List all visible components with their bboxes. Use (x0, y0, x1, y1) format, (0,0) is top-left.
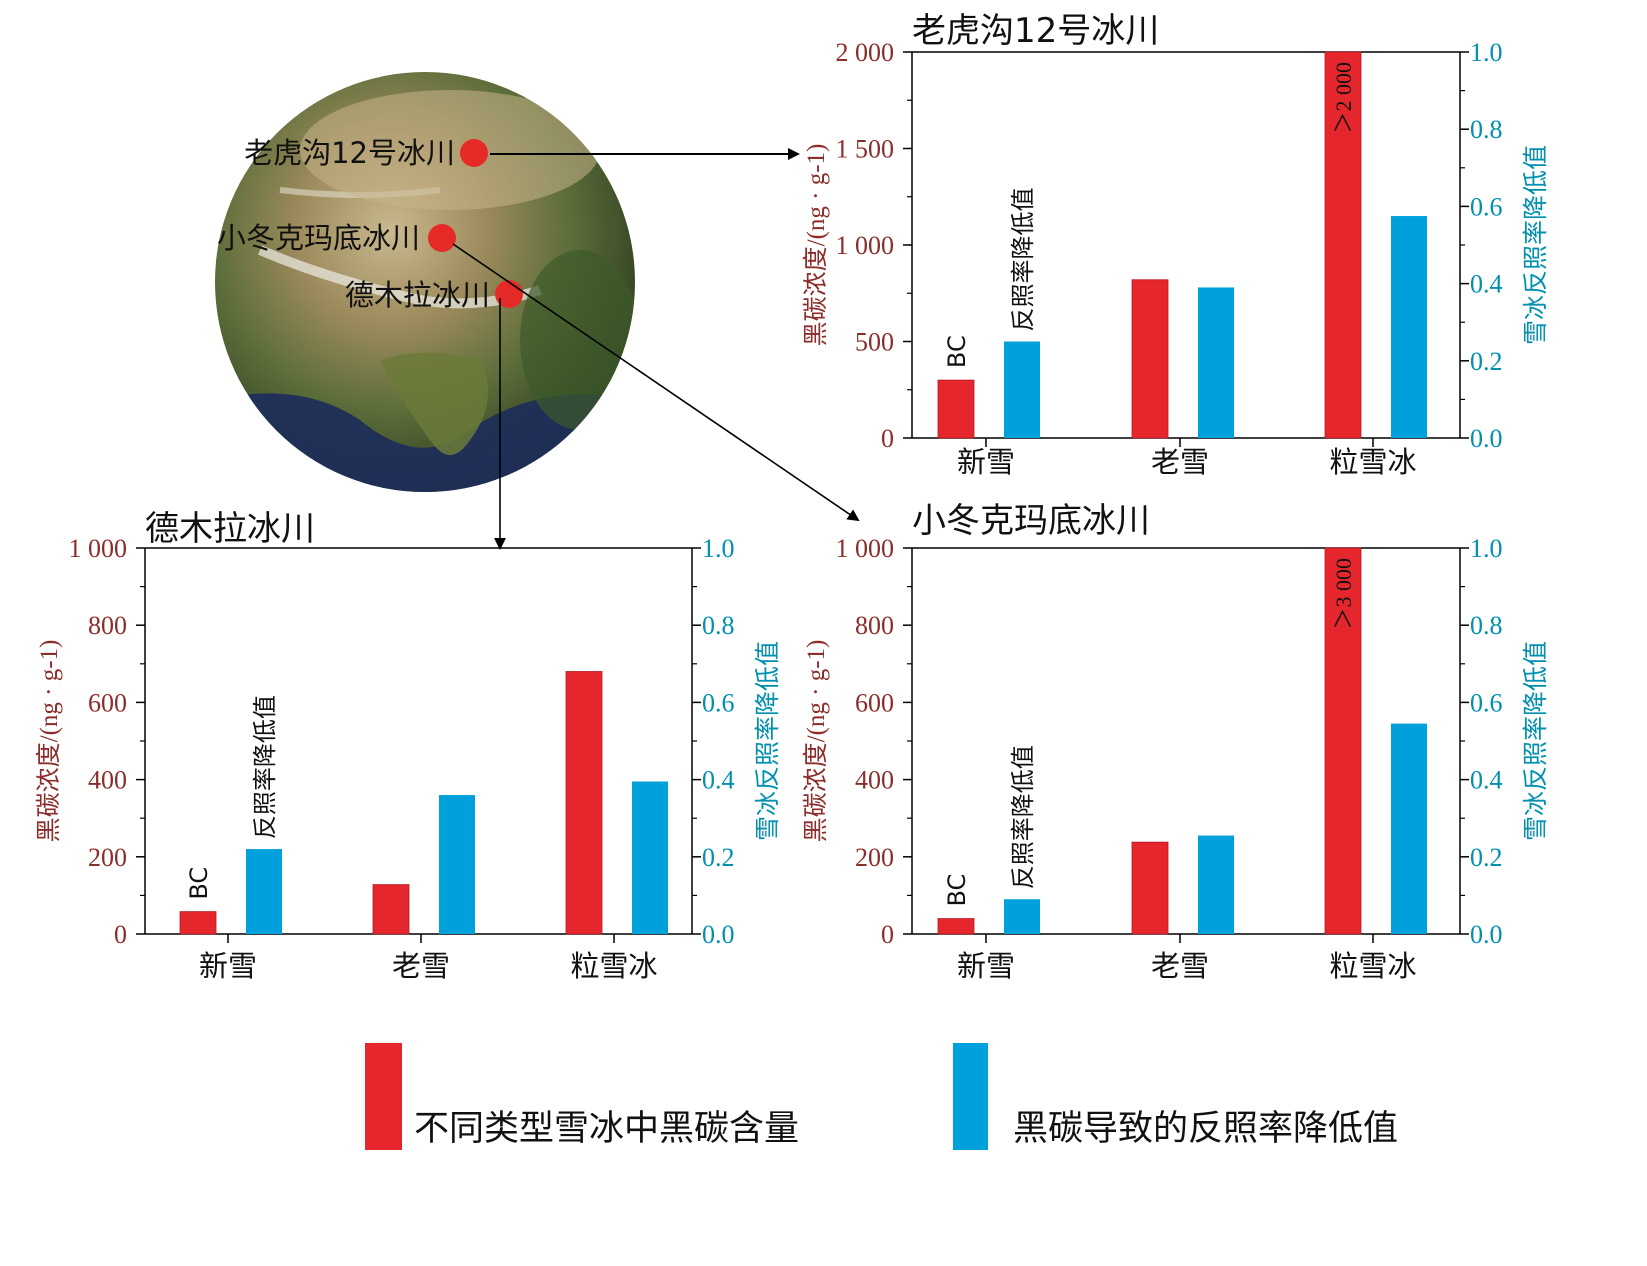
bar-bc (1324, 51, 1362, 439)
globe-map: 老虎沟12号冰川 小冬克玛底冰川 德木拉冰川 (215, 72, 635, 492)
x-tick-label: 老雪 (1151, 445, 1209, 479)
right-tick-label: 1.0 (1470, 534, 1503, 563)
left-tick-label: 1 000 (836, 534, 895, 563)
bar-label-albedo: 反照率降低值 (1009, 745, 1037, 889)
left-axis-title: 黑碳浓度/(ng · g-1) (802, 144, 830, 347)
bar-label-albedo: 反照率降低值 (1009, 188, 1037, 332)
right-tick-label: 0.6 (1470, 192, 1503, 221)
dot-laohugou (460, 139, 488, 167)
left-tick-label: 800 (88, 611, 127, 640)
left-tick-label: 200 (855, 843, 894, 872)
legend: 不同类型雪冰中黑碳含量 黑碳导致的反照率降低值 (365, 1043, 1398, 1150)
bar-albedo (1391, 723, 1427, 934)
left-tick-label: 200 (88, 843, 127, 872)
chart-xiaodongkemadi: 小冬克玛底冰川 0 200 400 600 800 1 000 0.0 0.2 0.4 0.6 0.8… (802, 501, 1550, 983)
left-tick-label: 1 000 (69, 534, 128, 563)
bar-bc (179, 911, 217, 935)
x-tick-label: 新雪 (957, 949, 1015, 983)
x-tick-label: 粒雪冰 (1329, 445, 1416, 479)
chart-title: 小冬克玛底冰川 (912, 501, 1150, 541)
legend-label-albedo: 黑碳导致的反照率降低值 (1013, 1109, 1398, 1149)
right-tick-label: 0.6 (702, 688, 735, 717)
chart-title: 德木拉冰川 (145, 509, 315, 549)
right-axis-title: 雪冰反照率降低值 (753, 641, 782, 841)
bar-albedo (1198, 287, 1234, 438)
left-tick-label: 400 (88, 766, 127, 795)
right-tick-label: 0.4 (702, 766, 735, 795)
bar-bc (1131, 279, 1169, 439)
x-tick-label: 老雪 (392, 949, 450, 983)
right-tick-label: 1.0 (1470, 38, 1503, 67)
arrow-to-xiaodongkemadi (452, 243, 860, 522)
bar-bc (937, 379, 975, 439)
right-tick-label: 0.0 (1470, 424, 1503, 453)
left-tick-label: 400 (855, 766, 894, 795)
left-axis-title: 黑碳浓度/(ng · g-1) (35, 640, 63, 843)
right-axis-title: 雪冰反照率降低值 (1521, 641, 1550, 841)
left-tick-label: 2 000 (836, 38, 895, 67)
right-tick-label: 1.0 (702, 534, 735, 563)
map-label-laohugou: 老虎沟12号冰川 (244, 136, 455, 170)
left-tick-label: 0 (881, 920, 894, 949)
legend-swatch-bc (365, 1043, 402, 1150)
right-tick-label: 0.2 (1470, 347, 1503, 376)
x-tick-label: 新雪 (199, 949, 257, 983)
left-tick-label: 1 000 (836, 231, 895, 260)
bar-albedo (1391, 216, 1427, 438)
x-tick-label: 老雪 (1151, 949, 1209, 983)
left-tick-label: 800 (855, 611, 894, 640)
map-label-xiaodongkemadi: 小冬克玛底冰川 (217, 221, 420, 255)
chart-title: 老虎沟12号冰川 (912, 11, 1159, 51)
right-tick-label: 0.4 (1470, 270, 1503, 299)
bar-bc (1131, 841, 1169, 935)
left-tick-label: 600 (855, 688, 894, 717)
bar-albedo (246, 849, 282, 934)
bar-albedo (1004, 341, 1040, 438)
right-tick-label: 0.0 (1470, 920, 1503, 949)
map-label-demula: 德木拉冰川 (345, 278, 490, 312)
bar-label-albedo: 反照率降低值 (251, 695, 279, 839)
bar-albedo (439, 795, 475, 934)
legend-label-bc: 不同类型雪冰中黑碳含量 (414, 1109, 799, 1149)
left-axis-title: 黑碳浓度/(ng · g-1) (802, 640, 830, 843)
right-tick-label: 0.8 (1470, 115, 1503, 144)
bar-label-bc: BC (943, 874, 971, 907)
bar-bc (372, 884, 410, 935)
overflow-label: ＞3 000 (1331, 558, 1356, 630)
right-tick-label: 0.0 (702, 920, 735, 949)
left-tick-label: 1 500 (836, 135, 895, 164)
right-tick-label: 0.8 (1470, 611, 1503, 640)
right-tick-label: 0.4 (1470, 766, 1503, 795)
x-tick-label: 新雪 (957, 445, 1015, 479)
bar-label-bc: BC (185, 867, 213, 900)
right-tick-label: 0.8 (702, 611, 735, 640)
dot-xiaodongkemadi (428, 224, 456, 252)
chart-demula: 德木拉冰川 0 200 400 600 800 1 000 0.0 0.2 0.4 0.6 0.8 1.… (35, 509, 782, 983)
chart-laohugou: 老虎沟12号冰川 0 500 1 000 1 500 2 000 0.0 0.2 0.4 0.6 0… (802, 11, 1550, 479)
overflow-label: ＞2 000 (1331, 62, 1356, 134)
x-tick-label: 粒雪冰 (1329, 949, 1416, 983)
bar-bc (937, 918, 975, 935)
right-tick-label: 0.2 (702, 843, 735, 872)
legend-swatch-albedo (953, 1043, 988, 1150)
x-tick-label: 粒雪冰 (570, 949, 657, 983)
right-tick-label: 0.6 (1470, 688, 1503, 717)
bar-bc (1324, 547, 1362, 935)
left-tick-label: 600 (88, 688, 127, 717)
left-tick-label: 500 (855, 328, 894, 357)
bar-albedo (1004, 899, 1040, 934)
right-axis-title: 雪冰反照率降低值 (1521, 145, 1550, 345)
right-tick-label: 0.2 (1470, 843, 1503, 872)
left-tick-label: 0 (114, 920, 127, 949)
bar-albedo (632, 781, 668, 934)
bar-albedo (1198, 835, 1234, 934)
left-tick-label: 0 (881, 424, 894, 453)
connector-arrows (452, 148, 860, 550)
bar-bc (565, 671, 603, 935)
bar-label-bc: BC (943, 335, 971, 368)
